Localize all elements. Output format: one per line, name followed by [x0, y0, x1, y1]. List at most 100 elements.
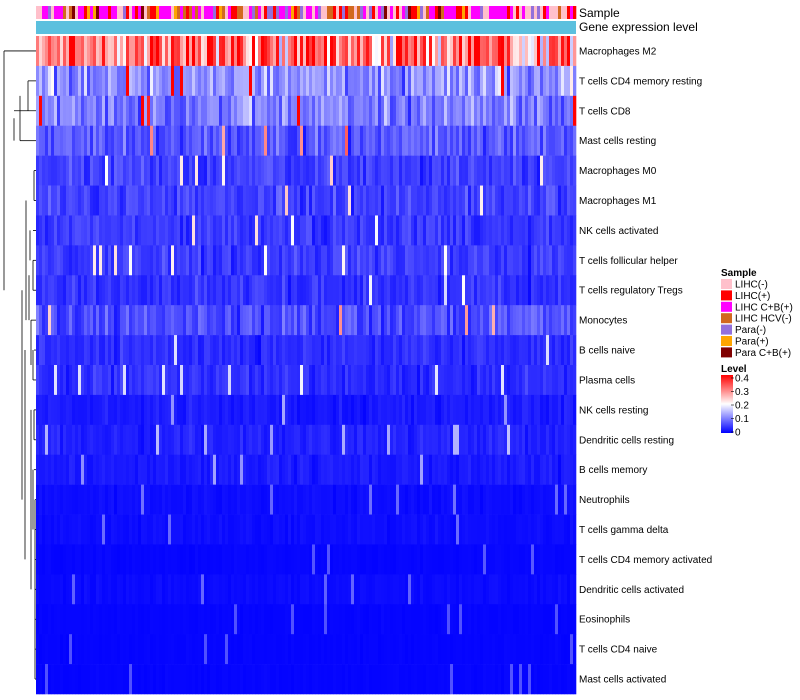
heatmap-cell [327, 275, 331, 306]
heatmap-cell [291, 514, 295, 545]
heatmap-cell [90, 574, 94, 605]
heatmap-cell [495, 664, 499, 695]
heatmap-cell [465, 394, 469, 426]
sample-track-cell [309, 6, 313, 19]
heatmap-cell [543, 574, 547, 605]
heatmap-cell [495, 305, 499, 336]
heatmap-cell [69, 36, 73, 67]
heatmap-cell [498, 424, 502, 456]
heatmap-cell [255, 335, 259, 366]
heatmap-cell [282, 365, 286, 396]
heatmap-cell [480, 514, 484, 545]
heatmap-cell [291, 275, 295, 306]
heatmap-cell [441, 574, 445, 605]
heatmap-cell [357, 394, 361, 426]
sample-track-cell [540, 6, 544, 19]
heatmap-cell [252, 604, 256, 635]
heatmap-cell [261, 215, 265, 246]
heatmap-cell [324, 155, 328, 186]
heatmap-cell [336, 305, 340, 336]
heatmap-cell [78, 365, 82, 396]
heatmap-cell [276, 484, 280, 515]
heatmap-cell [132, 65, 136, 97]
heatmap-cell [390, 95, 394, 127]
heatmap-cell [219, 544, 223, 575]
heatmap-cell [57, 155, 61, 186]
heatmap-cell [504, 275, 508, 306]
heatmap-cell [327, 185, 331, 216]
heatmap-cell [150, 634, 154, 665]
heatmap-cell [360, 604, 364, 635]
heatmap-cell [75, 185, 79, 216]
heatmap-cell [516, 394, 520, 426]
heatmap-cell [324, 484, 328, 515]
heatmap-cell [456, 514, 460, 545]
heatmap-cell [81, 36, 85, 67]
heatmap-cell [306, 454, 310, 485]
heatmap-cell [486, 544, 490, 575]
heatmap-cell [63, 65, 67, 97]
heatmap-cell [285, 424, 289, 456]
heatmap-cell [357, 604, 361, 635]
heatmap-cell [75, 664, 79, 695]
heatmap-cell [570, 305, 574, 336]
heatmap-cell [393, 484, 397, 515]
sample-track-cell [210, 6, 214, 19]
heatmap-cell [234, 95, 238, 127]
heatmap-cell [369, 185, 373, 216]
sample-track-cell [153, 6, 157, 19]
heatmap-cell [282, 604, 286, 635]
heatmap-cell [237, 634, 241, 665]
heatmap-cell [480, 305, 484, 336]
heatmap-cell [174, 634, 178, 665]
heatmap-cell [129, 36, 133, 67]
heatmap-cell [60, 65, 64, 97]
heatmap-cell [375, 454, 379, 485]
heatmap-cell [360, 454, 364, 485]
heatmap-cell [333, 305, 337, 336]
heatmap-cell [69, 335, 73, 366]
heatmap-cell [471, 125, 475, 156]
heatmap-cell [354, 65, 358, 97]
heatmap-cell [210, 305, 214, 336]
heatmap-cell [339, 574, 343, 605]
heatmap-cell [570, 394, 574, 426]
heatmap-cell [243, 125, 247, 156]
heatmap-cell [42, 484, 46, 515]
heatmap-cell [69, 664, 73, 695]
heatmap-cell [318, 95, 322, 127]
heatmap-cell [162, 95, 166, 127]
heatmap-cell [204, 514, 208, 545]
heatmap-cell [465, 125, 469, 156]
heatmap-cell [183, 514, 187, 545]
heatmap-cell [39, 125, 43, 156]
heatmap-cell [324, 604, 328, 635]
row-label: T cells CD4 memory resting [579, 76, 702, 87]
heatmap-cell [384, 454, 388, 485]
heatmap-cell [246, 36, 250, 67]
heatmap-cell [414, 604, 418, 635]
heatmap-cell [417, 424, 421, 456]
heatmap-cell [279, 245, 283, 276]
heatmap-cell [54, 484, 58, 515]
heatmap-cell [366, 305, 370, 336]
heatmap-cell [243, 185, 247, 216]
heatmap-cell [453, 185, 457, 216]
heatmap-cell [129, 394, 133, 426]
heatmap-cell [438, 544, 442, 575]
heatmap-cell [357, 544, 361, 575]
heatmap-cell [123, 185, 127, 216]
heatmap-cell [204, 305, 208, 336]
heatmap-cell [93, 65, 97, 97]
heatmap-cell [216, 365, 220, 396]
heatmap-cell [132, 95, 136, 127]
heatmap-cell [243, 275, 247, 306]
heatmap-cell [171, 484, 175, 515]
heatmap-cell [306, 245, 310, 276]
heatmap-cell [144, 95, 148, 127]
heatmap-cell [435, 335, 439, 366]
heatmap-cell [549, 634, 553, 665]
heatmap-cell [279, 484, 283, 515]
heatmap-cell [288, 394, 292, 426]
heatmap-cell [135, 604, 139, 635]
